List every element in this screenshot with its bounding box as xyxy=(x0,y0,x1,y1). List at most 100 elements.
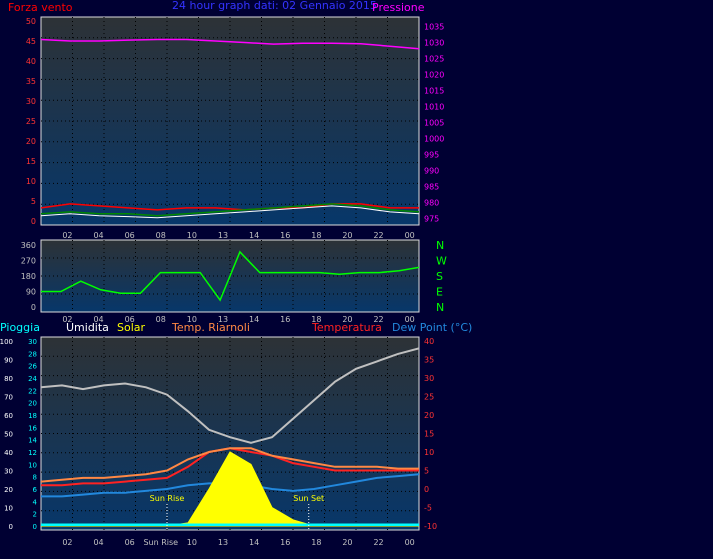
rain-axis-tick: 10 xyxy=(28,461,37,469)
bottom-x-tick: 04 xyxy=(93,538,103,547)
wind-axis-tick: 30 xyxy=(26,97,36,106)
pressure-axis-tick: 1005 xyxy=(424,119,444,128)
pressure-axis-tick: 1015 xyxy=(424,87,444,96)
mid-x-tick: 16 xyxy=(280,315,290,324)
top-x-tick: 22 xyxy=(373,231,383,240)
pressure-axis-tick: 975 xyxy=(424,215,439,224)
humidity-axis-tick: 40 xyxy=(4,449,13,457)
pressure-axis-tick: 995 xyxy=(424,151,439,160)
temperature-axis-tick: 20 xyxy=(424,411,434,420)
temperature-axis-tick: 35 xyxy=(424,356,434,365)
rain-axis-tick: 20 xyxy=(28,400,37,408)
wind-axis-title: Forza vento xyxy=(8,1,73,14)
temperature-axis-tick: 0 xyxy=(424,485,429,494)
humidity-axis-tick: 80 xyxy=(4,375,13,383)
legend-humidity: Umidita xyxy=(66,321,109,334)
top-x-tick: 08 xyxy=(156,231,166,240)
bottom-x-tick: 18 xyxy=(311,538,321,547)
direction-axis-tick: 0 xyxy=(31,303,36,312)
rain-axis-tick: 12 xyxy=(28,449,37,457)
pressure-axis-title: Pressione xyxy=(372,1,425,14)
humidity-axis-tick: 20 xyxy=(4,486,13,494)
bottom-x-tick: 06 xyxy=(125,538,135,547)
rain-axis-tick: 8 xyxy=(33,474,37,482)
mid-x-tick: 04 xyxy=(93,315,103,324)
direction-compass-label: S xyxy=(436,270,443,283)
pressure-axis-tick: 990 xyxy=(424,167,439,176)
top-x-tick: 18 xyxy=(311,231,321,240)
legend-rain: Pioggia xyxy=(0,321,40,334)
apparent-temperature-line xyxy=(41,447,419,483)
bottom-x-tick: 00 xyxy=(405,538,415,547)
temperature-axis-tick: 15 xyxy=(424,430,434,439)
bottom-x-tick: 02 xyxy=(62,538,72,547)
temperature-axis-tick: 25 xyxy=(424,393,434,402)
humidity-axis-tick: 60 xyxy=(4,412,13,420)
wind-axis-tick: 15 xyxy=(26,157,36,166)
pressure-axis-tick: 1025 xyxy=(424,55,444,64)
top-x-tick: 13 xyxy=(218,231,228,240)
humidity-axis-tick: 10 xyxy=(4,505,13,513)
top-x-tick: 06 xyxy=(125,231,135,240)
rain-axis-tick: 24 xyxy=(28,375,37,383)
wind-axis-tick: 10 xyxy=(26,177,36,186)
temperature-axis-tick: -5 xyxy=(424,504,432,513)
wind-average-line xyxy=(41,203,419,217)
wind-axis-tick: 20 xyxy=(26,137,36,146)
top-x-tick: 20 xyxy=(342,231,352,240)
direction-compass-label: W xyxy=(436,255,447,268)
wind-axis-tick: 45 xyxy=(26,37,36,46)
direction-axis-tick: 360 xyxy=(21,241,36,250)
humidity-axis-tick: 50 xyxy=(4,431,13,439)
top-x-tick: 10 xyxy=(187,231,197,240)
temperature-axis-tick: 5 xyxy=(424,467,429,476)
wind-gust-line xyxy=(41,205,419,219)
mid-x-tick: 02 xyxy=(62,315,72,324)
mid-x-tick: 14 xyxy=(249,315,259,324)
mid-x-tick: 00 xyxy=(405,315,415,324)
direction-compass-label: N xyxy=(436,239,444,252)
legend-solar: Solar xyxy=(117,321,146,334)
top-x-tick: 04 xyxy=(93,231,103,240)
rain-axis-tick: 0 xyxy=(33,523,37,531)
mid-x-tick: 22 xyxy=(373,315,383,324)
bottom-x-tick: 14 xyxy=(249,538,259,547)
humidity-axis-tick: 30 xyxy=(4,468,13,476)
wind-direction-line xyxy=(41,250,419,302)
legend-app-temp: Temp. Riarnoli xyxy=(171,321,250,334)
pressure-axis-tick: 1020 xyxy=(424,71,444,80)
humidity-axis-tick: 70 xyxy=(4,394,13,402)
rain-axis-tick: 30 xyxy=(28,338,37,346)
mid-x-tick: 18 xyxy=(311,315,321,324)
humidity-line xyxy=(41,347,419,444)
wind-axis-tick: 40 xyxy=(26,57,36,66)
direction-compass-label: N xyxy=(436,301,444,314)
rain-axis-tick: 18 xyxy=(28,412,37,420)
top-x-tick: 00 xyxy=(405,231,415,240)
mid-x-tick: 20 xyxy=(342,315,352,324)
pressure-axis-tick: 1030 xyxy=(424,39,444,48)
sun-event-label: Sun Set xyxy=(293,494,324,503)
wind-axis-tick: 5 xyxy=(31,197,36,206)
chart-title: 24 hour graph dati: 02 Gennaio 2015 xyxy=(172,0,377,12)
wind-axis-tick: 25 xyxy=(26,117,36,126)
humidity-axis-tick: 0 xyxy=(9,523,13,531)
top-x-tick: 02 xyxy=(62,231,72,240)
legend-dewpoint: Dew Point (°C) xyxy=(392,321,472,334)
direction-axis-tick: 180 xyxy=(21,272,36,281)
rain-axis-tick: 22 xyxy=(28,387,37,395)
wind-axis-tick: 50 xyxy=(26,17,36,26)
pressure-axis-tick: 1010 xyxy=(424,103,444,112)
pressure-axis-tick: 1000 xyxy=(424,135,444,144)
pressure-line xyxy=(41,38,419,50)
rain-axis-tick: 16 xyxy=(28,424,37,432)
pressure-axis-tick: 1035 xyxy=(424,23,444,32)
humidity-axis-tick: 100 xyxy=(0,338,13,346)
direction-axis-tick: 270 xyxy=(21,257,36,266)
mid-x-tick: 13 xyxy=(218,315,228,324)
legend-temperature: Temperatura xyxy=(311,321,382,334)
bottom-x-tick: 13 xyxy=(218,538,228,547)
direction-compass-label: E xyxy=(436,286,443,299)
